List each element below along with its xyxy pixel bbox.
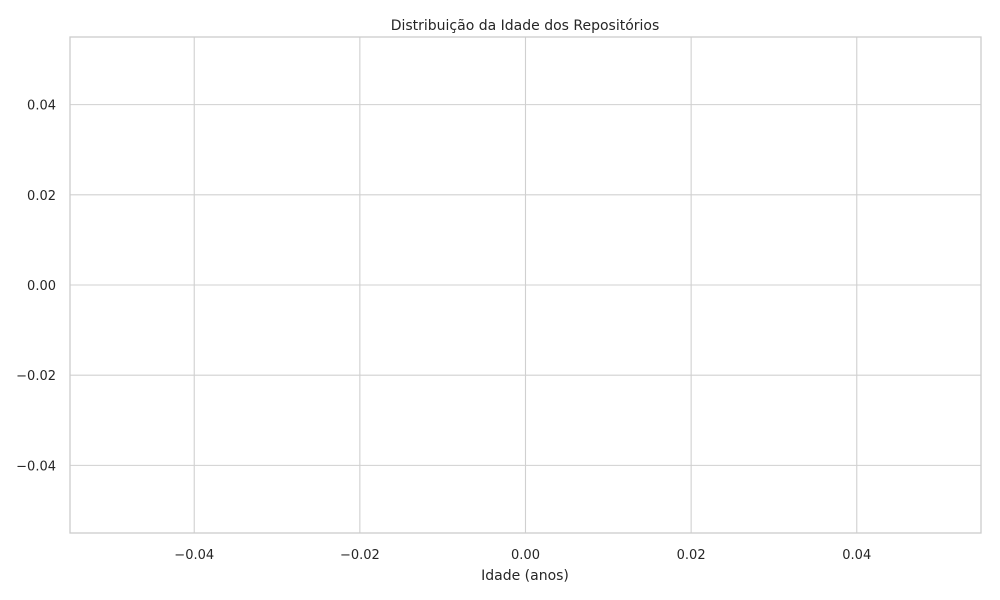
y-tick-label: 0.00 [27, 279, 56, 294]
x-axis-label: Idade (anos) [481, 568, 569, 584]
x-tick-label: 0.00 [511, 548, 540, 563]
plot-frame [69, 36, 982, 534]
x-tick-label: −0.02 [340, 548, 380, 563]
x-tick-label: −0.04 [174, 548, 214, 563]
y-tick-label: −0.02 [16, 369, 56, 384]
y-tick-label: −0.04 [16, 459, 56, 474]
x-tick-label: 0.02 [677, 548, 706, 563]
y-gridlines [70, 104, 981, 466]
y-tick-label: 0.02 [27, 189, 56, 204]
chart-title: Distribuição da Idade dos Repositórios [391, 18, 660, 34]
y-tick-label: 0.04 [27, 99, 56, 114]
x-tick-label: 0.04 [842, 548, 871, 563]
x-tick-labels: −0.04 −0.02 0.00 0.02 0.04 [174, 548, 871, 563]
y-tick-labels: 0.04 0.02 0.00 −0.02 −0.04 [16, 99, 56, 475]
